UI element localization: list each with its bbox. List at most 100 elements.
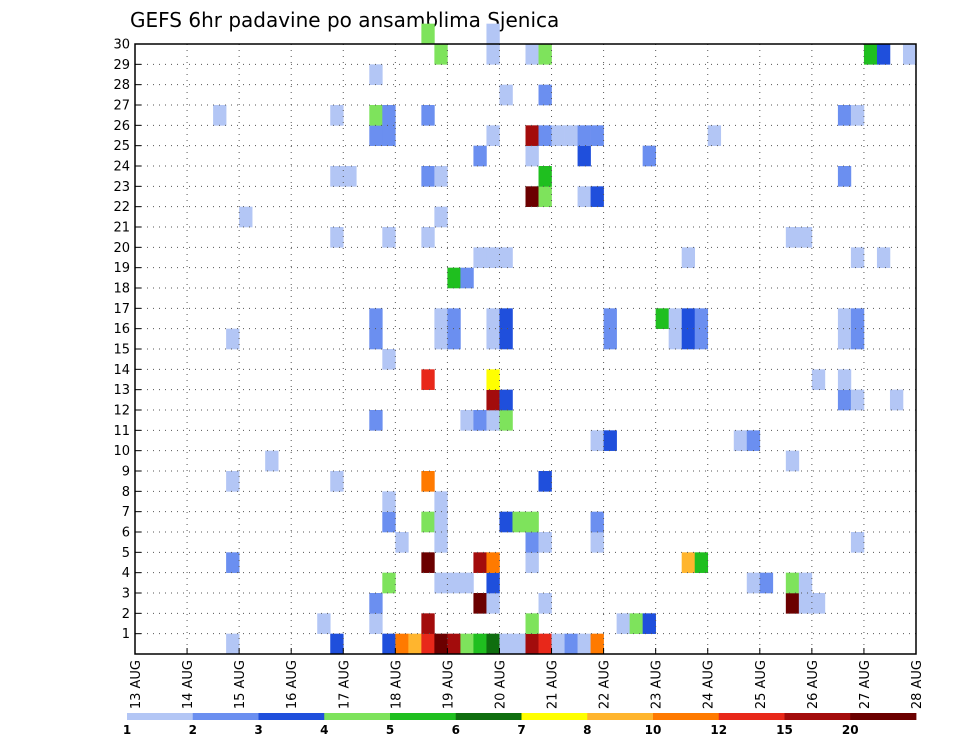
grid-lines <box>135 44 916 654</box>
precip-cell <box>382 511 396 533</box>
precip-cell <box>590 186 604 207</box>
precip-cell <box>850 532 865 553</box>
precip-cell <box>850 105 865 126</box>
precip-cell <box>369 308 383 329</box>
y-tick-label: 11 <box>113 424 130 439</box>
precip-cell <box>642 613 656 634</box>
precip-cell <box>382 227 396 248</box>
precip-cell <box>265 450 279 472</box>
x-tick-label: 23 AUG <box>650 660 665 709</box>
y-tick-label: 27 <box>113 99 130 114</box>
precip-cell <box>538 44 552 65</box>
precip-cell <box>382 572 396 594</box>
precip-cell <box>629 613 643 634</box>
precip-cell <box>486 23 500 45</box>
precip-cell <box>473 145 487 167</box>
precip-cell <box>525 532 539 553</box>
precip-cell <box>564 125 578 146</box>
x-tick-label: 18 AUG <box>389 660 404 709</box>
precip-cell <box>499 389 513 411</box>
precip-cell <box>330 166 344 187</box>
precip-cell <box>421 471 435 492</box>
colorbar-swatch <box>521 713 588 720</box>
precip-cell <box>486 410 500 431</box>
precip-cell <box>655 308 669 329</box>
precip-cell <box>538 532 552 553</box>
precip-cell <box>382 633 396 655</box>
precip-cell <box>343 166 357 187</box>
precip-cell <box>421 227 435 248</box>
precip-cell <box>551 125 565 146</box>
colorbar-label: 20 <box>842 723 859 737</box>
precip-cell <box>785 227 800 248</box>
precip-cell <box>694 308 709 329</box>
precip-cell <box>421 511 435 533</box>
precip-cell <box>460 572 474 594</box>
precip-cell <box>434 633 448 655</box>
precip-cell <box>902 44 917 65</box>
precip-cell <box>850 308 865 329</box>
y-tick-label: 3 <box>122 587 130 602</box>
x-tick-label: 16 AUG <box>285 660 300 709</box>
precip-cell <box>538 125 552 146</box>
precip-cell <box>486 389 500 411</box>
precip-cell <box>473 593 487 614</box>
x-tick-label: 19 AUG <box>441 660 456 709</box>
precip-cell <box>213 105 227 126</box>
precip-cell <box>447 267 461 289</box>
y-tick-label: 26 <box>113 119 130 134</box>
precip-cell <box>395 633 409 655</box>
precip-cell <box>525 633 539 655</box>
y-tick-label: 13 <box>113 383 130 398</box>
precip-cell <box>642 145 656 167</box>
precip-cell <box>434 572 448 594</box>
precip-cell <box>538 186 552 207</box>
colorbar-swatch <box>390 713 457 720</box>
y-tick-label: 5 <box>122 546 130 561</box>
x-tick-label: 21 AUG <box>546 660 561 709</box>
precip-cell <box>668 328 682 350</box>
precip-cell <box>369 64 383 85</box>
precip-cell <box>577 186 591 207</box>
precip-cell <box>499 511 513 533</box>
precip-cell <box>434 308 448 329</box>
precip-cell <box>369 125 383 146</box>
precip-cell <box>837 369 852 390</box>
y-tick-label: 17 <box>113 302 130 317</box>
precip-cell <box>226 328 240 350</box>
y-tick-label: 1 <box>122 627 130 642</box>
y-tick-label: 12 <box>113 404 130 419</box>
y-tick-label: 6 <box>122 526 130 541</box>
y-tick-label: 25 <box>113 139 130 154</box>
precip-cell <box>811 369 826 390</box>
precip-cell <box>668 308 682 329</box>
precip-cell <box>564 633 578 655</box>
precip-cell <box>525 44 539 65</box>
precip-cell <box>330 471 344 492</box>
precip-cell <box>486 369 500 390</box>
colorbar-label: 15 <box>776 723 793 737</box>
y-tick-label: 30 <box>113 38 130 53</box>
precip-cell <box>421 369 435 390</box>
precip-cell <box>759 572 774 594</box>
precip-cell <box>434 532 448 553</box>
precip-cell <box>421 613 435 634</box>
x-axis: 13 AUG 14 AUG 15 AUG 16 AUG 17 AUG 18 AUG 19 A… <box>129 648 925 709</box>
precip-cell <box>486 552 500 573</box>
precip-cell <box>525 145 539 167</box>
y-tick-label: 24 <box>113 160 130 175</box>
precip-cell <box>785 572 800 594</box>
precip-cell <box>603 430 617 451</box>
precip-cell <box>460 410 474 431</box>
colorbar-legend: 1 2 3 4 5 6 7 8 10 12 15 20 <box>123 713 917 737</box>
x-tick-label: 13 AUG <box>129 660 144 709</box>
precip-cell <box>499 633 513 655</box>
precip-cell <box>369 613 383 634</box>
precip-cell <box>369 328 383 350</box>
precip-cell <box>369 105 383 126</box>
precip-cell <box>798 227 813 248</box>
precip-cell <box>837 105 852 126</box>
precip-cell <box>382 349 396 370</box>
precip-cell <box>811 593 826 614</box>
